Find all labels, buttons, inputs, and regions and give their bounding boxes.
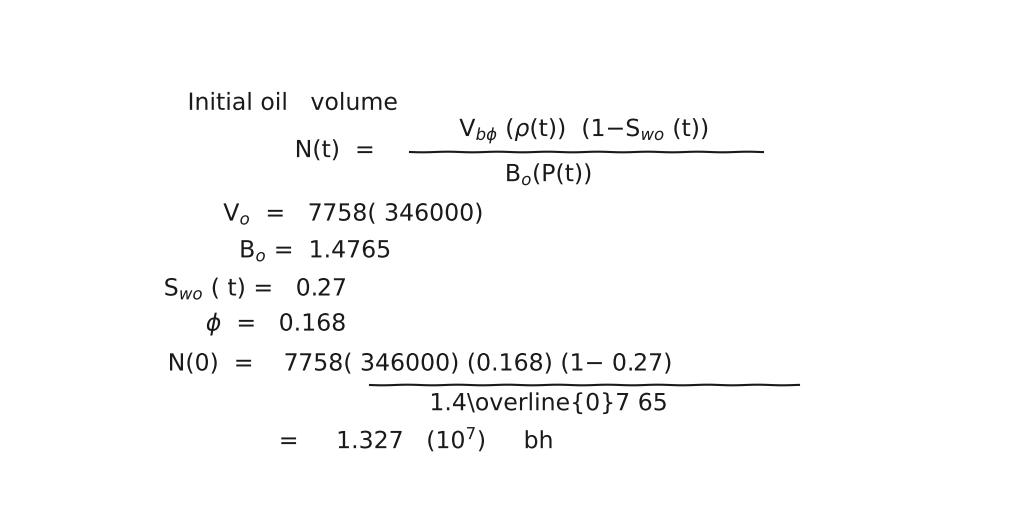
Text: V$_o$  =   7758( 346000): V$_o$ = 7758( 346000) <box>223 200 483 227</box>
Text: N(t)  =: N(t) = <box>295 138 375 162</box>
Text: =     1.327   (10$^7$)     bh: = 1.327 (10$^7$) bh <box>279 424 554 454</box>
Text: B$_o$(P(t)): B$_o$(P(t)) <box>505 160 592 187</box>
Text: V$_{b\phi}$ $(\rho$(t))  (1$-$S$_{wo}$ (t)): V$_{b\phi}$ $(\rho$(t)) (1$-$S$_{wo}$ (t… <box>459 115 710 146</box>
Text: $\phi$  =   0.168: $\phi$ = 0.168 <box>206 310 347 337</box>
Text: Initial oil   volume: Initial oil volume <box>187 91 398 115</box>
Text: 1.4\overline{0}7 65: 1.4\overline{0}7 65 <box>429 391 668 415</box>
Text: B$_o$ =  1.4765: B$_o$ = 1.4765 <box>240 238 391 264</box>
Text: S$_{wo}$ ( t) =   0.27: S$_{wo}$ ( t) = 0.27 <box>164 274 347 302</box>
Text: N(0)  =    7758( 346000) (0.168) (1$-$ 0.27): N(0) = 7758( 346000) (0.168) (1$-$ 0.27) <box>168 350 673 376</box>
